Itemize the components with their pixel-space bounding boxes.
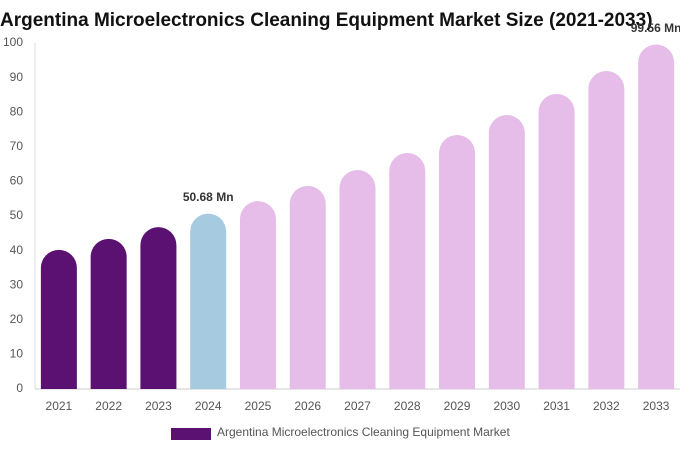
bar [389, 153, 426, 389]
bar [90, 238, 127, 389]
x-tick-label: 2028 [394, 399, 421, 413]
x-tick-label: 2032 [593, 399, 620, 413]
y-tick-label: 80 [10, 104, 24, 118]
y-tick-label: 0 [16, 381, 23, 395]
bar [538, 93, 575, 389]
x-tick-label: 2026 [294, 399, 321, 413]
y-tick-label: 70 [10, 139, 24, 153]
y-tick-label: 90 [10, 70, 24, 84]
bar [588, 71, 625, 389]
y-tick-label: 30 [10, 277, 24, 291]
y-tick-label: 100 [3, 35, 23, 49]
bar [190, 213, 227, 389]
x-tick-label: 2021 [46, 399, 73, 413]
x-tick-label: 2022 [95, 399, 122, 413]
y-tick-label: 10 [10, 347, 24, 361]
legend-label: Argentina Microelectronics Cleaning Equi… [217, 425, 510, 439]
x-tick-label: 2030 [493, 399, 520, 413]
data-label: 50.68 Mn [183, 190, 234, 204]
x-tick-label: 2025 [245, 399, 272, 413]
bar [239, 201, 276, 389]
y-tick-label: 40 [10, 243, 24, 257]
x-tick-label: 2033 [643, 399, 670, 413]
bar [638, 44, 675, 389]
bar [140, 227, 177, 389]
y-tick-label: 20 [10, 312, 24, 326]
x-tick-label: 2023 [145, 399, 172, 413]
y-tick-label: 60 [10, 174, 24, 188]
x-tick-label: 2027 [344, 399, 371, 413]
x-tick-label: 2024 [195, 399, 222, 413]
bar [289, 185, 326, 389]
bar [439, 135, 476, 389]
bar [339, 169, 376, 389]
x-tick-label: 2031 [543, 399, 570, 413]
y-tick-label: 50 [10, 208, 24, 222]
bar [40, 249, 77, 389]
legend-swatch [171, 428, 211, 440]
chart-title: Argentina Microelectronics Cleaning Equi… [0, 10, 653, 31]
bar [488, 114, 525, 389]
x-tick-label: 2029 [444, 399, 471, 413]
data-label: 99.56 Mn [631, 21, 680, 35]
